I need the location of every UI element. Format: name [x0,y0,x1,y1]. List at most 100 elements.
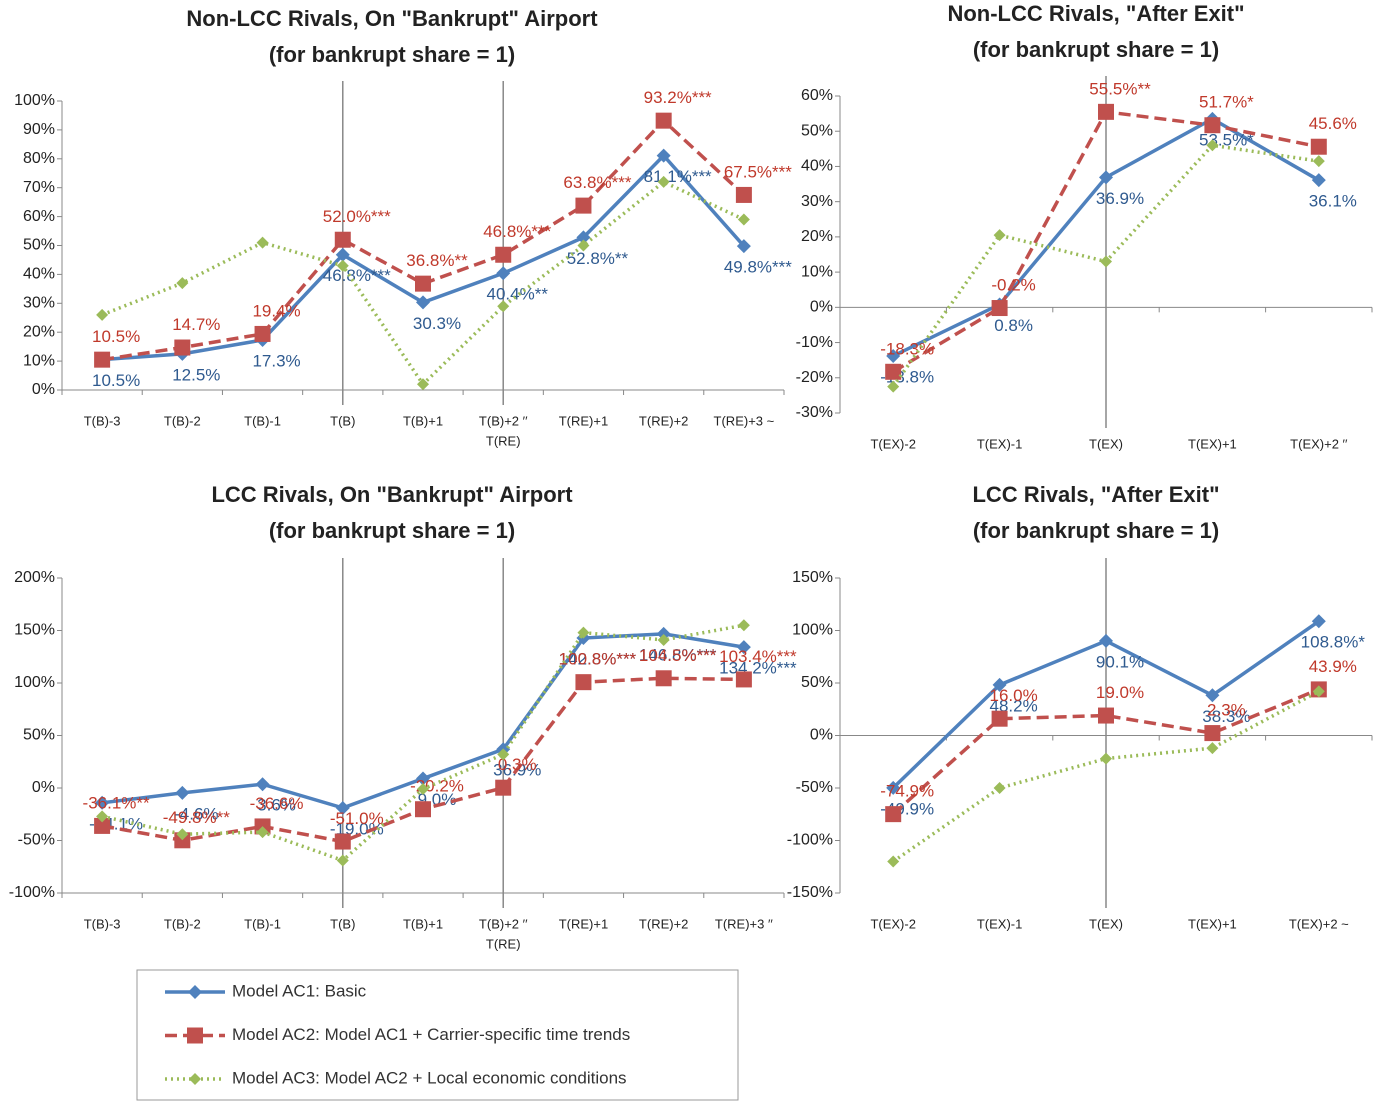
x-tick-label: T(B)-2 [164,413,201,428]
x-tick-label: T(B)-1 [244,413,281,428]
x-tick-label: T(EX) [1089,436,1123,451]
marker [736,640,751,655]
data-label: 0.3% [498,755,537,774]
data-label: 17.3% [252,351,300,370]
marker [656,148,671,163]
x-tick-label: T(B)+1 [403,916,443,931]
data-label: 63.8%*** [563,173,631,192]
y-tick-label: 40% [801,158,833,175]
marker [991,710,1008,727]
chart-title: (for bankrupt share = 1) [269,42,515,67]
marker [657,633,670,646]
y-tick-label: -100% [9,884,55,901]
marker [417,783,429,796]
marker [175,785,190,800]
marker [1206,742,1219,755]
marker [992,677,1007,692]
marker [736,239,751,254]
chart-title: (for bankrupt share = 1) [973,37,1219,62]
marker [1100,255,1112,268]
y-tick-label: 10% [23,352,55,369]
marker [188,985,202,999]
x-tick-label: T(B) [330,916,355,931]
marker [887,855,900,868]
data-label: 104.5%*** [639,646,717,665]
marker [174,339,191,356]
x-tick-label: T(B)+2 ′′ [479,413,528,428]
data-label: -0.2% [991,276,1035,295]
x-tick-label: T(EX)+1 [1188,916,1237,931]
marker [993,229,1006,242]
y-tick-label: 0% [32,381,55,398]
marker [334,231,351,248]
marker [254,325,271,342]
data-label: 103.4%*** [719,647,797,666]
y-tick-label: 150% [14,622,55,639]
y-tick-label: 50% [23,727,55,744]
marker [1204,725,1221,742]
y-tick-label: -50% [796,779,833,796]
marker [886,348,901,363]
data-label: -74.9% [880,782,934,801]
series-line [101,118,746,362]
data-label: 100.8%*** [559,650,637,669]
data-label: -49.8%** [163,808,230,827]
marker [1312,685,1325,698]
marker [497,300,510,313]
legend-label: Model AC2: Model AC1 + Carrier-specific … [232,1025,630,1044]
data-label: 2.3% [1207,701,1246,720]
legend-label: Model AC3: Model AC2 + Local economic co… [232,1068,627,1087]
chart-title: Non-LCC Rivals, "After Exit" [947,1,1244,26]
x-tick-label: T(RE)+1 [559,413,608,428]
data-label: 67.5%*** [724,162,792,181]
marker [95,795,110,810]
series-line [892,687,1320,816]
chart-title: LCC Rivals, "After Exit" [972,482,1219,507]
marker [416,295,430,310]
x-tick-label: T(RE) [486,936,521,951]
marker [415,275,431,292]
marker [334,833,351,850]
data-label: 36.9% [1096,189,1144,208]
data-label: 0.8% [994,316,1033,335]
y-tick-label: 200% [14,569,55,586]
data-label: 36.1% [1309,192,1357,211]
marker [1311,614,1326,629]
marker [336,259,349,272]
x-tick-label: T(RE)+3 ~ [714,413,775,428]
data-label: 12.5% [172,365,220,384]
marker [1310,138,1327,155]
y-tick-label: 30% [23,295,55,312]
marker [415,801,431,818]
marker [256,826,269,839]
x-tick-label: T(B)-1 [244,916,281,931]
y-tick-label: 0% [810,727,833,744]
marker [189,1073,201,1085]
x-tick-label: T(B)-3 [84,916,121,931]
marker [495,779,512,796]
data-label: 16.0% [989,686,1037,705]
x-tick-label: T(RE)+2 [639,916,688,931]
marker [885,363,902,380]
y-tick-label: 50% [801,122,833,139]
data-label: 52.0%*** [323,207,391,226]
y-tick-label: 50% [801,674,833,691]
legend-box [136,969,739,1101]
y-tick-label: -10% [796,334,833,351]
marker [176,828,189,841]
data-label: 36.8%** [406,251,468,270]
marker [1098,707,1114,724]
marker [256,236,269,249]
marker [885,806,902,823]
x-tick-label: T(EX)+2 ~ [1289,916,1349,931]
y-tick-label: 80% [23,150,55,167]
data-label: 46.8%*** [323,266,391,285]
y-tick-label: 150% [792,569,833,586]
data-label: 142.8%*** [559,650,637,669]
data-label: 43.9% [1309,657,1357,676]
marker [96,308,109,321]
y-tick-label: 100% [14,674,55,691]
marker [336,854,349,867]
marker [886,780,901,795]
marker [577,626,590,639]
